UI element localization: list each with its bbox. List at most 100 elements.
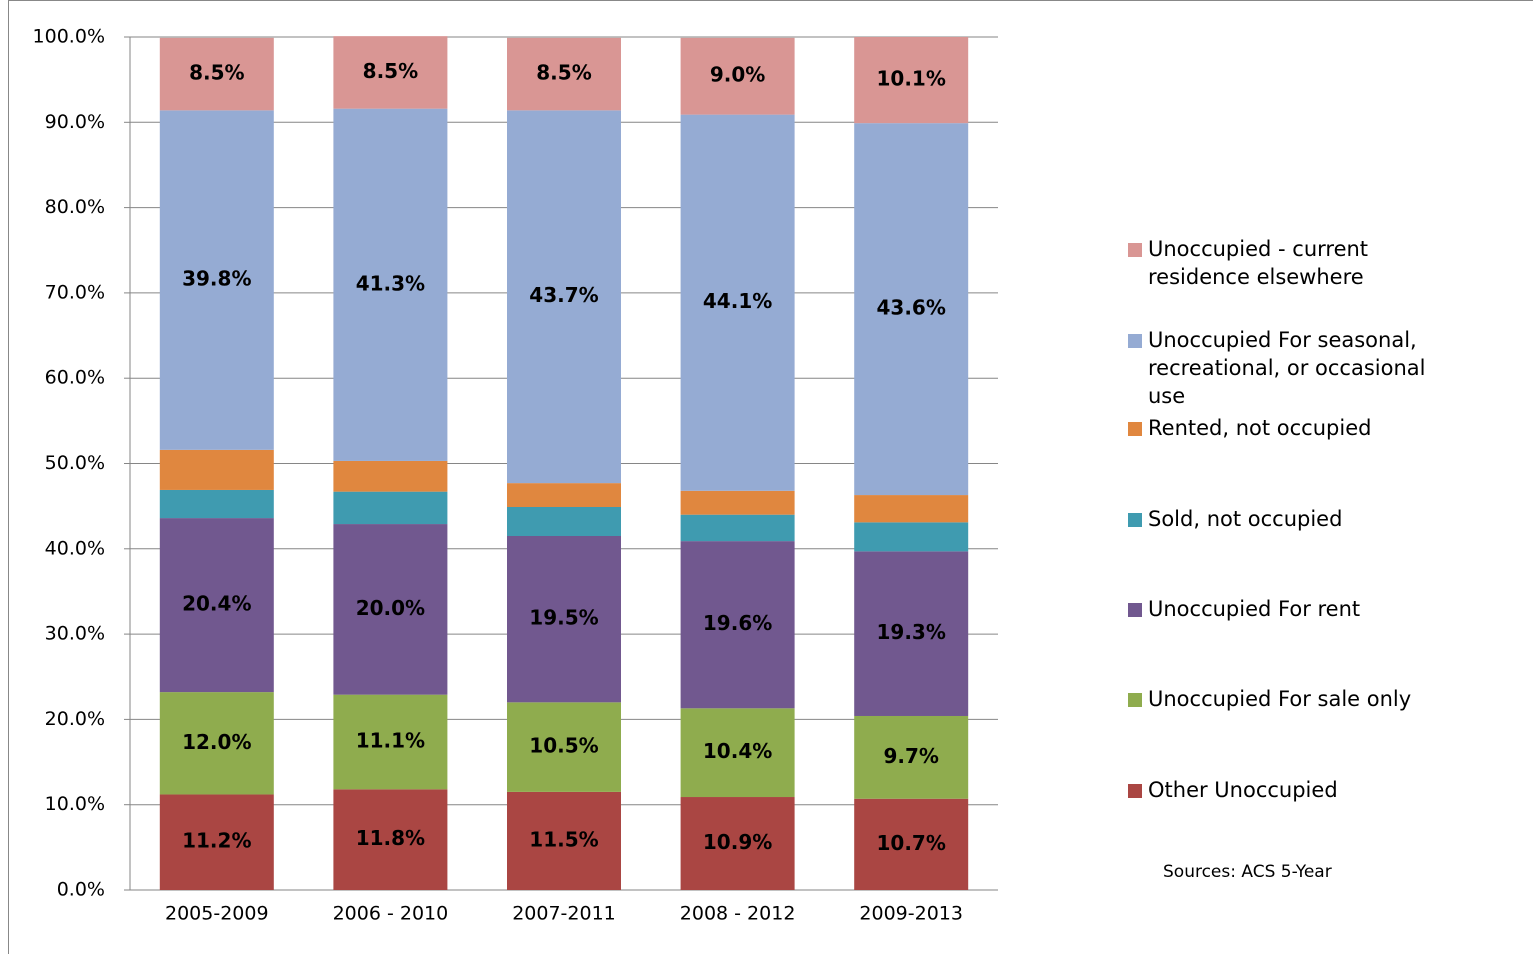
y-tick-label: 40.0% xyxy=(45,537,105,559)
bar-segment xyxy=(680,514,795,542)
data-label: 43.7% xyxy=(529,283,598,307)
legend-label: Sold, not occupied xyxy=(1148,507,1343,531)
legend-label: Unoccupied For seasonal, recreational, o… xyxy=(1148,328,1426,408)
legend-entry: Unoccupied For rent xyxy=(1128,595,1448,623)
bar-segment xyxy=(680,797,795,890)
legend-label: Other Unoccupied xyxy=(1148,778,1338,802)
y-tick-label: 0.0% xyxy=(57,879,105,901)
bar-segment xyxy=(680,708,795,798)
legend-entry: Sold, not occupied xyxy=(1128,505,1448,533)
legend-entry: Unoccupied For seasonal, recreational, o… xyxy=(1128,326,1448,410)
data-label: 11.5% xyxy=(529,827,598,851)
legend-entry: Rented, not occupied xyxy=(1128,414,1448,442)
data-label: 39.8% xyxy=(182,267,251,291)
bar-segment xyxy=(854,522,969,552)
legend-entry: Other Unoccupied xyxy=(1128,776,1448,804)
bar-segment xyxy=(854,123,969,496)
bar-segment xyxy=(333,108,448,461)
data-label: 10.5% xyxy=(529,734,598,758)
legend-label: Rented, not occupied xyxy=(1148,416,1372,440)
data-label: 20.4% xyxy=(182,592,251,616)
x-tick-label: 2005-2009 xyxy=(165,903,269,925)
x-tick-label: 2009-2013 xyxy=(859,903,963,925)
y-tick-label: 30.0% xyxy=(45,623,105,645)
y-tick-label: 20.0% xyxy=(45,708,105,730)
bar-segment xyxy=(507,702,621,792)
data-label: 19.5% xyxy=(529,606,598,630)
bar-segment xyxy=(854,715,969,799)
data-label: 10.9% xyxy=(703,830,772,854)
y-tick-label: 90.0% xyxy=(45,111,105,133)
bar-segment xyxy=(507,536,621,703)
bar-segment xyxy=(507,110,621,484)
bar-segment xyxy=(333,694,448,790)
data-label: 12.0% xyxy=(182,730,251,754)
data-label: 10.1% xyxy=(877,67,946,91)
legend-entry: Unoccupied For sale only xyxy=(1128,685,1448,713)
y-tick-label: 70.0% xyxy=(45,281,105,303)
bar-segment xyxy=(333,491,448,525)
bar-segment xyxy=(507,483,621,508)
data-label: 10.7% xyxy=(877,831,946,855)
legend-swatch xyxy=(1128,422,1142,436)
data-label: 8.5% xyxy=(363,59,418,83)
bar-segment xyxy=(680,541,795,709)
data-label: 43.6% xyxy=(877,296,946,320)
legend-swatch xyxy=(1128,243,1142,257)
bar-segment xyxy=(159,489,274,519)
y-tick-label: 100.0% xyxy=(33,26,105,48)
legend-label: Unoccupied For rent xyxy=(1148,597,1361,621)
bar-segment xyxy=(680,114,795,491)
y-tick-label: 10.0% xyxy=(45,793,105,815)
bar-segment xyxy=(159,449,274,490)
y-tick-label: 60.0% xyxy=(45,367,105,389)
legend-label: Unoccupied For sale only xyxy=(1148,687,1412,711)
legend-swatch xyxy=(1128,693,1142,707)
bar-segment xyxy=(854,798,969,890)
bar-segment xyxy=(507,507,621,537)
bar-segment xyxy=(333,789,448,890)
data-label: 9.0% xyxy=(710,63,765,87)
data-label: 20.0% xyxy=(356,596,425,620)
bar-segment xyxy=(680,37,795,115)
data-label: 44.1% xyxy=(703,289,772,313)
data-label: 8.5% xyxy=(189,61,244,85)
bar-segment xyxy=(333,36,448,109)
x-tick-label: 2008 - 2012 xyxy=(680,903,796,925)
legend-label: Unoccupied - current residence elsewhere xyxy=(1148,237,1369,289)
x-tick-label: 2006 - 2010 xyxy=(333,903,449,925)
data-label: 10.4% xyxy=(703,739,772,763)
data-label: 41.3% xyxy=(356,271,425,295)
bar-segment xyxy=(854,551,969,716)
bar-segment xyxy=(507,791,621,890)
data-label: 19.3% xyxy=(877,620,946,644)
bar-segment xyxy=(159,794,274,890)
bar-segment xyxy=(854,37,969,124)
y-tick-label: 50.0% xyxy=(45,452,105,474)
legend-swatch xyxy=(1128,603,1142,617)
data-label: 8.5% xyxy=(536,61,591,85)
bar-segment xyxy=(854,495,969,523)
data-label: 19.6% xyxy=(703,611,772,635)
bar-segment xyxy=(507,37,621,111)
data-label: 11.2% xyxy=(182,829,251,853)
legend-entry: Unoccupied - current residence elsewhere xyxy=(1128,235,1448,291)
bar-segment xyxy=(333,460,448,492)
bar-segment xyxy=(680,490,795,515)
data-label: 11.8% xyxy=(356,826,425,850)
legend-swatch xyxy=(1128,334,1142,348)
source-note: Sources: ACS 5-Year xyxy=(1163,862,1332,882)
bar-segment xyxy=(159,518,274,693)
bar-segment xyxy=(333,524,448,695)
bar-segment xyxy=(159,692,274,795)
data-label: 9.7% xyxy=(883,744,938,768)
bar-segment xyxy=(159,110,274,450)
legend-swatch xyxy=(1128,513,1142,527)
bar-segment xyxy=(159,37,274,111)
x-tick-label: 2007-2011 xyxy=(512,903,616,925)
legend-swatch xyxy=(1128,784,1142,798)
y-tick-label: 80.0% xyxy=(45,196,105,218)
data-label: 11.1% xyxy=(356,729,425,753)
